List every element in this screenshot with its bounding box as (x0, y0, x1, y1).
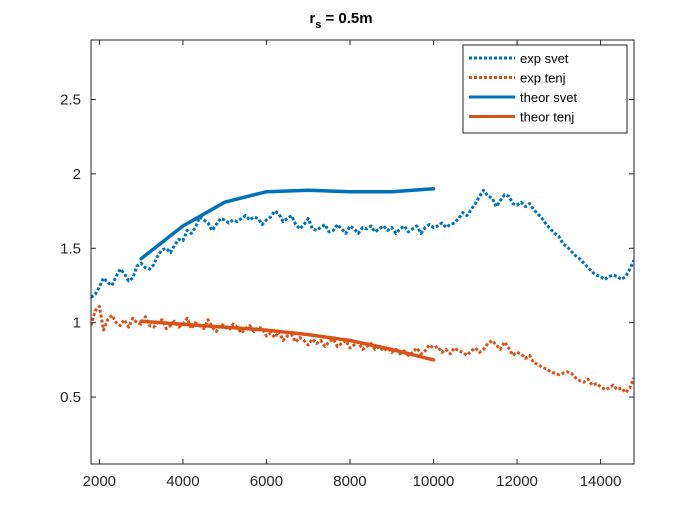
legend-label-3: theor tenj (520, 110, 574, 125)
series-line-1 (91, 304, 634, 395)
chart-title: rs = 0.5m (309, 10, 372, 31)
legend-label-2: theor svet (520, 90, 577, 105)
x-tick-label: 4000 (166, 473, 199, 490)
chart-title-subscript: s (315, 19, 321, 31)
x-tick-label: 12000 (496, 473, 538, 490)
legend-box (462, 44, 628, 134)
x-tick-label: 6000 (250, 473, 283, 490)
x-tick-label: 8000 (333, 473, 366, 490)
series-line-2 (139, 187, 436, 261)
y-tick-label: 0.5 (60, 389, 81, 406)
axes-box (90, 39, 635, 465)
series-line-0 (91, 188, 634, 299)
x-tick-label: 14000 (580, 473, 622, 490)
axis-layer: 2000 4000 6000 8000 10000 12000 14000 0.5 1 1.5 2 2… (60, 39, 635, 490)
series-line-3 (139, 319, 436, 362)
x-tick-label: 2000 (83, 473, 116, 490)
legend-label-1: exp tenj (520, 71, 566, 86)
y-tick-label: 1 (73, 315, 81, 332)
chart-title-rest: = 0.5m (321, 10, 372, 27)
legend: exp svet exp tenj theor svet theor tenj (462, 44, 628, 134)
y-tick-label: 1.5 (60, 240, 81, 257)
chart-title-main: r (309, 10, 315, 27)
series-layer (91, 187, 634, 395)
y-tick-label: 2.5 (60, 92, 81, 109)
legend-label-0: exp svet (520, 51, 569, 66)
x-tick-label: 10000 (413, 473, 455, 490)
y-tick-label: 2 (73, 166, 81, 183)
